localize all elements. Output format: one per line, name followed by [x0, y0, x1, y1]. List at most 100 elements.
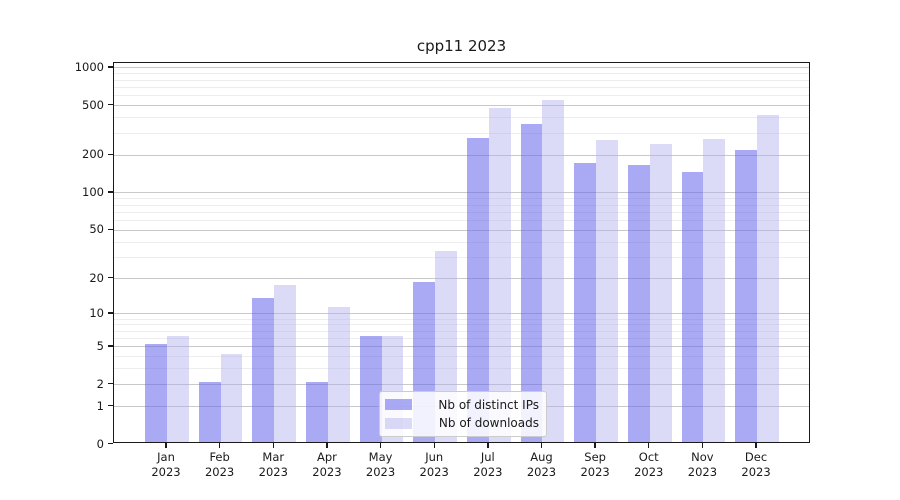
gridline-minor — [114, 256, 809, 258]
y-tick-mark — [108, 103, 113, 106]
legend-swatch-distinct-ips — [385, 399, 412, 411]
bar-downloads — [488, 107, 511, 442]
y-tick-label: 1 — [96, 398, 104, 413]
y-tick-label: 1000 — [74, 59, 104, 74]
y-tick-label: 20 — [89, 270, 104, 285]
bar-downloads — [220, 354, 243, 442]
x-tick-label: Feb 2023 — [204, 450, 235, 479]
bar-downloads — [757, 115, 779, 442]
legend-label-downloads: Nb of downloads — [438, 416, 539, 431]
y-tick-label: 100 — [82, 184, 104, 199]
y-tick-mark — [108, 382, 113, 385]
gridline-minor — [114, 337, 809, 339]
y-tick-label: 0 — [96, 436, 104, 451]
x-tick-mark — [487, 443, 489, 448]
bar-distinct-ips — [574, 163, 597, 442]
bar-downloads — [703, 138, 726, 442]
y-tick-label: 200 — [82, 147, 104, 162]
bar-distinct-ips — [252, 298, 275, 442]
gridline-major — [114, 346, 809, 348]
y-tick-label: 50 — [89, 222, 104, 237]
gridline-minor — [114, 73, 809, 75]
gridline-minor — [114, 356, 809, 358]
gridline-minor — [114, 95, 809, 97]
bar-downloads — [327, 306, 350, 442]
bar-downloads — [596, 139, 618, 442]
gridline-major — [114, 313, 809, 315]
bar-downloads — [649, 144, 672, 442]
x-tick-mark — [326, 443, 328, 448]
y-tick-mark — [108, 312, 113, 314]
bar-distinct-ips — [198, 382, 221, 442]
x-tick-mark — [594, 443, 596, 448]
x-tick-label: Dec 2023 — [741, 450, 771, 479]
x-tick-mark — [272, 443, 274, 448]
x-tick-label: Aug 2023 — [526, 450, 557, 479]
y-tick-label: 2 — [96, 376, 104, 391]
x-tick-mark — [433, 443, 435, 448]
gridline-major — [114, 154, 809, 156]
gridline-minor — [114, 204, 809, 206]
gridline-major — [114, 229, 809, 231]
x-tick-label: Apr 2023 — [312, 450, 342, 479]
gridline-major — [114, 67, 809, 69]
gridline-minor — [114, 117, 809, 119]
y-tick-label: 500 — [82, 97, 104, 112]
x-tick-mark — [701, 443, 704, 448]
y-tick-mark — [108, 228, 113, 230]
gridline-minor — [114, 79, 809, 81]
y-tick-mark — [108, 442, 113, 445]
legend: Nb of distinct IPs Nb of downloads — [379, 391, 547, 437]
bar-downloads — [542, 100, 565, 442]
x-tick-label: Jul 2023 — [473, 450, 503, 479]
x-tick-label: Sep 2023 — [580, 450, 610, 479]
plot-area — [113, 62, 810, 443]
gridline-minor — [114, 324, 809, 326]
bar-distinct-ips — [627, 165, 650, 442]
y-tick-mark — [108, 405, 113, 407]
bar-distinct-ips — [359, 335, 382, 442]
bar-distinct-ips — [681, 172, 704, 442]
gridline-minor — [114, 368, 809, 370]
x-tick-mark — [165, 443, 167, 448]
bar-distinct-ips — [735, 150, 758, 442]
bar-distinct-ips — [145, 344, 167, 442]
gridline-minor — [114, 241, 809, 243]
y-tick-mark — [108, 191, 113, 193]
chart-title: cpp11 2023 — [416, 37, 507, 55]
bar-distinct-ips — [520, 124, 543, 442]
gridline-minor — [114, 132, 809, 134]
x-tick-mark — [648, 443, 650, 448]
gridline-minor — [114, 318, 809, 320]
gridline-minor — [114, 330, 809, 332]
legend-item-downloads: Nb of downloads — [385, 415, 539, 431]
bar-distinct-ips — [306, 382, 328, 442]
x-tick-label: Nov 2023 — [687, 450, 718, 479]
y-tick-mark — [108, 66, 113, 68]
legend-label-distinct-ips: Nb of distinct IPs — [438, 397, 539, 412]
y-tick-mark — [108, 345, 113, 347]
x-tick-label: May 2023 — [365, 450, 396, 479]
y-tick-label: 10 — [89, 305, 104, 320]
gridline-minor — [114, 86, 809, 88]
y-tick-mark — [108, 276, 113, 279]
gridline-major — [114, 278, 809, 280]
bar-downloads — [167, 335, 189, 442]
bar-downloads — [274, 284, 297, 442]
x-tick-mark — [755, 443, 757, 448]
gridline-minor — [114, 198, 809, 200]
legend-swatch-downloads — [385, 417, 412, 429]
gridline-major — [114, 192, 809, 194]
x-tick-label: Mar 2023 — [258, 450, 288, 479]
gridline-major — [114, 384, 809, 386]
x-tick-label: Oct 2023 — [634, 450, 664, 479]
y-tick-mark — [108, 153, 113, 156]
y-tick-label: 5 — [96, 338, 104, 353]
bar-distinct-ips — [467, 137, 489, 442]
gridline-minor — [114, 219, 809, 221]
x-tick-mark — [218, 443, 221, 448]
gridline-major — [114, 105, 809, 107]
x-tick-label: Jan 2023 — [151, 450, 181, 479]
x-tick-mark — [540, 443, 543, 448]
